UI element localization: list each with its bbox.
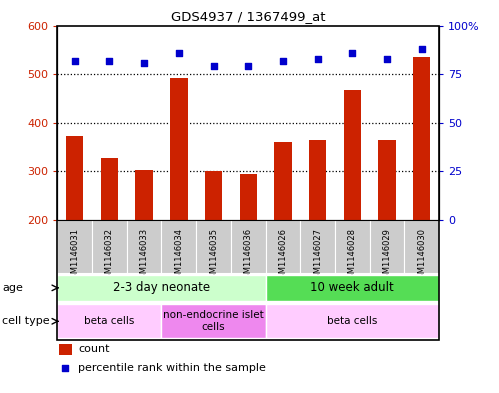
Bar (309, 140, 326, 318)
Text: age: age (2, 283, 23, 293)
Point (279, 57, 287, 64)
Bar (135, 170, 153, 318)
Point (61, 365, 69, 371)
Point (383, 55, 391, 62)
Bar (413, 57, 431, 318)
Text: count: count (78, 344, 110, 354)
Bar (404, 220, 439, 273)
Bar (66, 136, 83, 318)
Text: cell type: cell type (2, 316, 50, 326)
Text: GSM1146031: GSM1146031 (70, 228, 79, 284)
Bar (265, 220, 300, 273)
Point (418, 46, 426, 52)
Title: GDS4937 / 1367499_at: GDS4937 / 1367499_at (171, 10, 325, 23)
Bar (57, 275, 265, 301)
Text: GSM1146028: GSM1146028 (348, 228, 357, 284)
Point (210, 63, 218, 70)
Point (175, 50, 183, 56)
Text: beta cells: beta cells (327, 316, 378, 326)
Bar (274, 142, 291, 318)
Bar (57, 220, 92, 273)
Text: GSM1146035: GSM1146035 (209, 228, 218, 284)
Text: percentile rank within the sample: percentile rank within the sample (78, 363, 266, 373)
Point (314, 55, 322, 62)
Text: GSM1146032: GSM1146032 (105, 228, 114, 284)
Text: 10 week adult: 10 week adult (310, 281, 394, 294)
Bar (92, 220, 127, 273)
Bar (231, 220, 265, 273)
Bar (57, 305, 162, 338)
Text: GSM1146029: GSM1146029 (383, 228, 392, 284)
Point (71, 57, 79, 64)
Text: GSM1146033: GSM1146033 (140, 228, 149, 284)
Bar (170, 77, 188, 318)
Point (105, 57, 113, 64)
Bar (127, 220, 162, 273)
Text: GSM1146036: GSM1146036 (244, 228, 253, 284)
Text: beta cells: beta cells (84, 316, 135, 326)
Text: GSM1146026: GSM1146026 (278, 228, 287, 284)
Bar (265, 305, 439, 338)
Bar (300, 220, 335, 273)
Bar (101, 158, 118, 318)
Bar (162, 220, 196, 273)
Point (348, 50, 356, 56)
Bar (344, 90, 361, 318)
Bar (196, 220, 231, 273)
Point (140, 59, 148, 66)
Text: GSM1146027: GSM1146027 (313, 228, 322, 284)
Text: 2-3 day neonate: 2-3 day neonate (113, 281, 210, 294)
Bar (162, 305, 265, 338)
Bar (370, 220, 404, 273)
Text: GSM1146030: GSM1146030 (417, 228, 426, 284)
Bar (59, 344, 72, 355)
Bar (240, 174, 257, 318)
Bar (265, 275, 439, 301)
Text: non-endocrine islet
cells: non-endocrine islet cells (163, 310, 264, 332)
Bar (205, 171, 222, 318)
Text: GSM1146034: GSM1146034 (174, 228, 183, 284)
Point (244, 63, 252, 70)
Bar (335, 220, 370, 273)
Bar (378, 140, 396, 318)
